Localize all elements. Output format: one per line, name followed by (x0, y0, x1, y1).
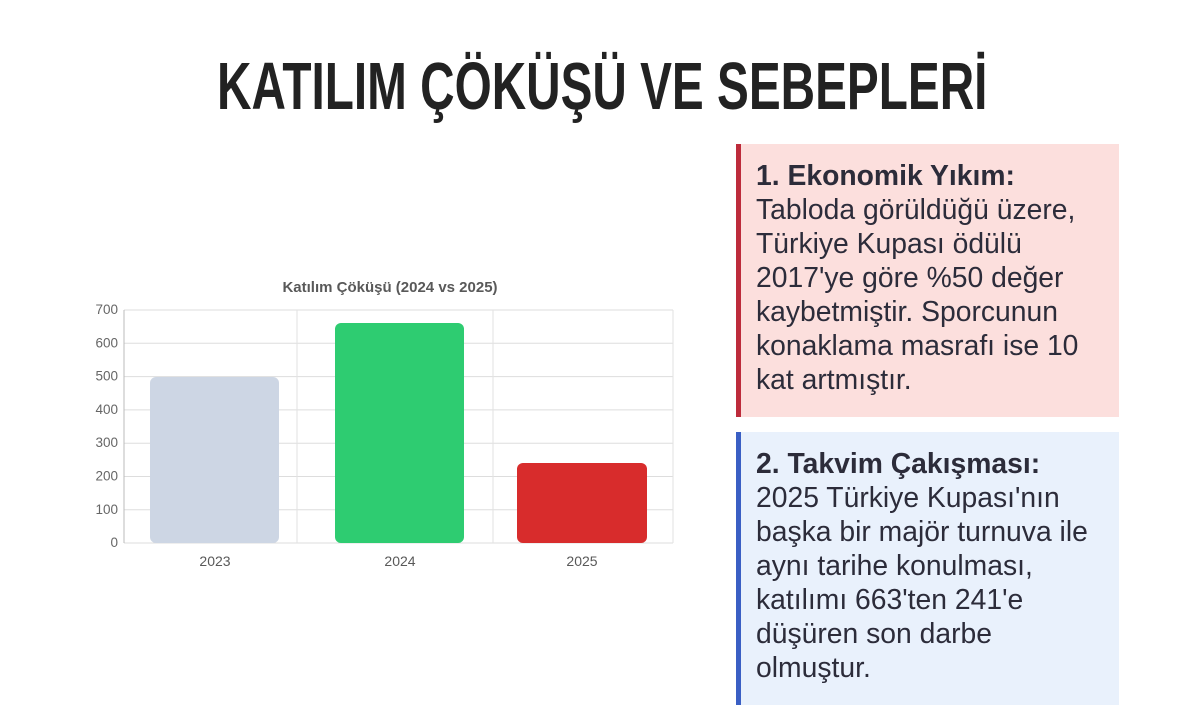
svg-text:Katılım Çöküşü (2024 vs 2025): Katılım Çöküşü (2024 vs 2025) (282, 279, 497, 296)
svg-text:2025: 2025 (566, 553, 597, 569)
svg-text:100: 100 (95, 502, 118, 517)
svg-text:300: 300 (95, 435, 118, 450)
svg-text:600: 600 (95, 335, 118, 350)
svg-text:200: 200 (95, 469, 118, 484)
svg-text:700: 700 (95, 302, 118, 317)
svg-text:2023: 2023 (199, 553, 230, 569)
svg-text:0: 0 (110, 535, 118, 550)
svg-text:500: 500 (95, 369, 118, 384)
svg-text:2024: 2024 (384, 553, 415, 569)
svg-text:400: 400 (95, 402, 118, 417)
